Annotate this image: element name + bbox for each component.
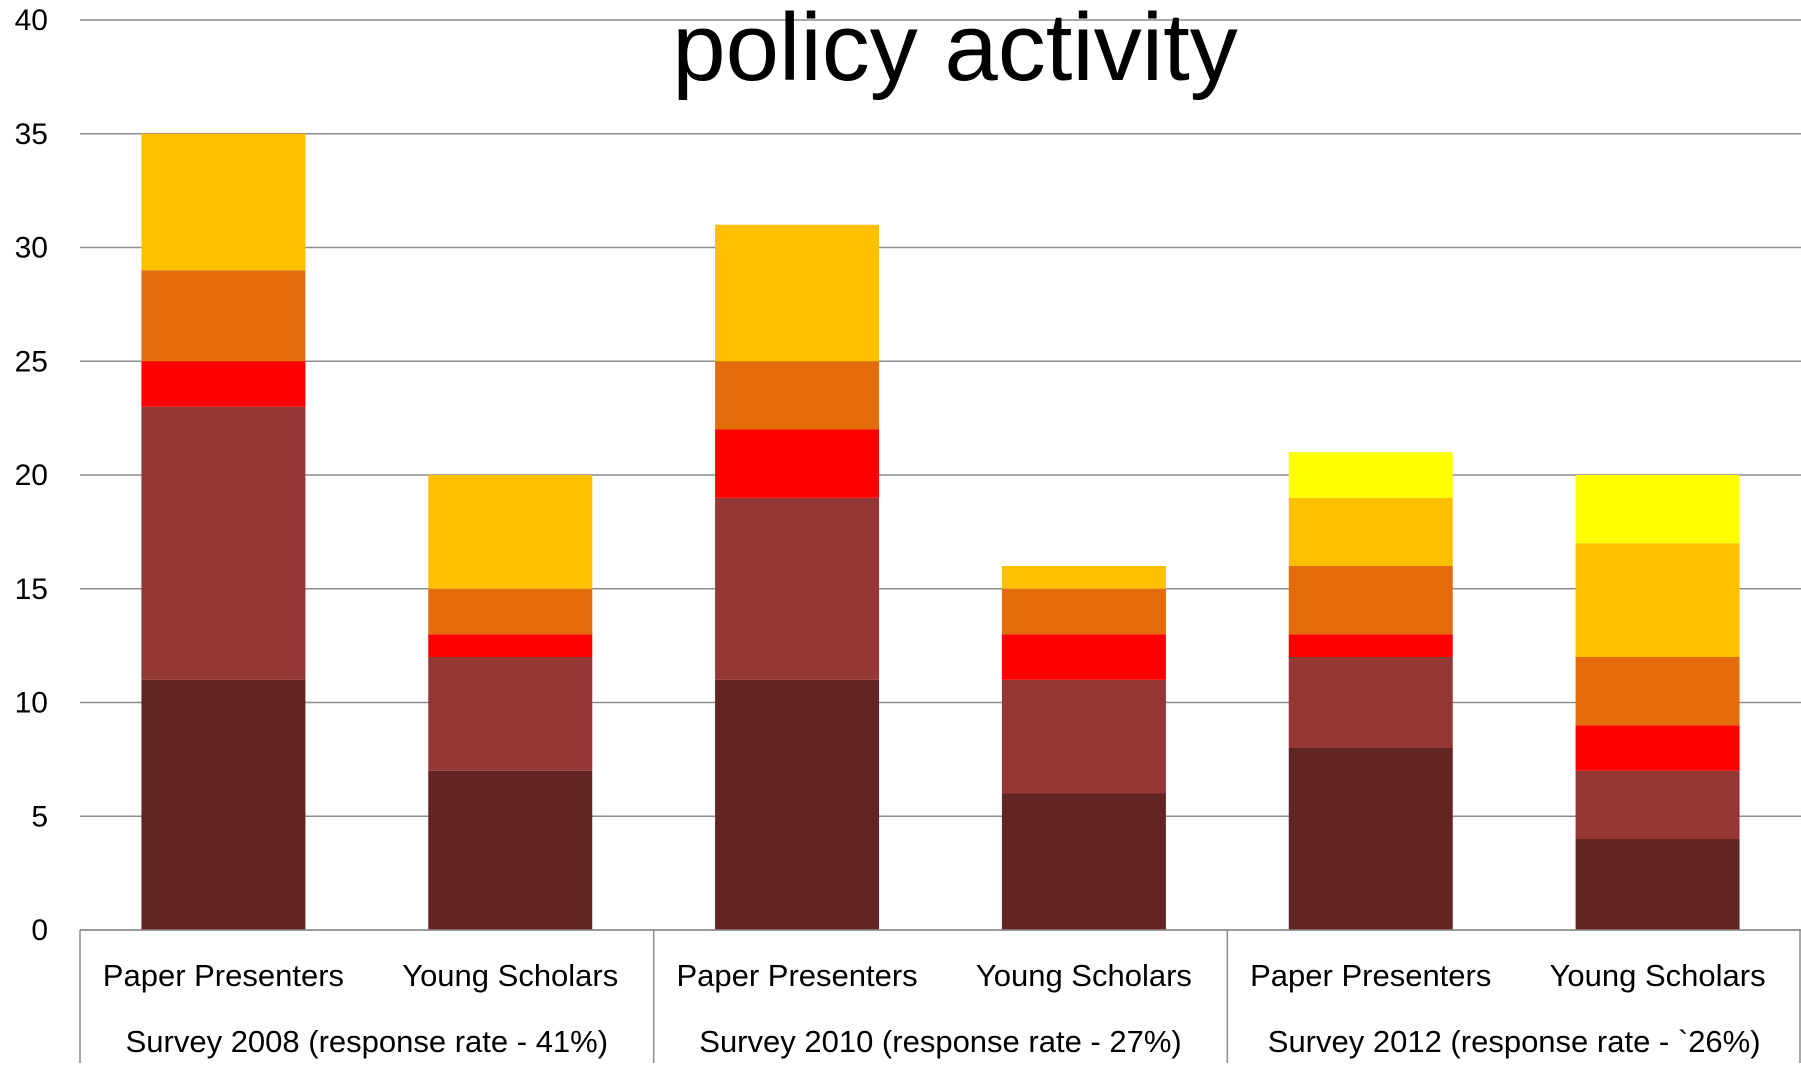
bar-segment (428, 657, 593, 771)
y-tick-label: 25 (15, 345, 48, 378)
x-category-label: Young Scholars (976, 958, 1192, 993)
bar-segment (715, 679, 880, 930)
gridlines (80, 19, 1801, 931)
bar-segment (428, 475, 593, 589)
bar-segment (715, 224, 880, 362)
x-category-label: Paper Presenters (676, 958, 917, 993)
bar-segment (1575, 657, 1740, 726)
x-group-label: Survey 2012 (response rate - `26%) (1268, 1024, 1761, 1059)
bar-segment (428, 634, 593, 657)
bar-segment (141, 270, 306, 362)
bar-segment (715, 429, 880, 498)
bar-segment (1001, 566, 1166, 589)
bar-segment (428, 770, 593, 930)
y-tick-label: 20 (15, 459, 48, 492)
x-category-label: Young Scholars (402, 958, 618, 993)
y-tick-label: 40 (15, 4, 48, 37)
y-tick-label: 5 (31, 800, 48, 833)
x-category-label: Paper Presenters (1250, 958, 1491, 993)
bar-segment (141, 361, 306, 407)
x-axis (79, 929, 1801, 1063)
bar-segment (1575, 839, 1740, 930)
bar-segment (1288, 657, 1453, 748)
bar-segment (1288, 497, 1453, 566)
bars (141, 133, 1740, 930)
y-tick-label: 10 (15, 687, 48, 720)
x-category-label: Young Scholars (1550, 958, 1766, 993)
bar-segment (1288, 748, 1453, 930)
bar-segment (1001, 679, 1166, 794)
bar-segment (1001, 588, 1166, 635)
bar-segment (1001, 634, 1166, 680)
x-group-label: Survey 2008 (response rate - 41%) (126, 1024, 608, 1059)
bar-segment (715, 361, 880, 430)
bar-segment (715, 497, 880, 680)
y-tick-label: 0 (31, 914, 48, 947)
bar-segment (1575, 770, 1740, 839)
y-tick-label: 15 (15, 573, 48, 606)
x-category-label: Paper Presenters (103, 958, 344, 993)
x-axis-category-labels: Paper Presenters Young Scholars Paper Pres… (103, 958, 1766, 993)
bar-segment (141, 133, 306, 271)
bar-segment (1288, 452, 1453, 498)
bar-segment (1575, 475, 1740, 544)
bar-segment (1575, 725, 1740, 771)
y-tick-label: 30 (15, 232, 48, 265)
bar-segment (428, 588, 593, 635)
y-tick-label: 35 (15, 118, 48, 151)
bar-segment (1001, 793, 1166, 930)
bar-segment (141, 406, 306, 680)
x-axis-group-labels: Survey 2008 (response rate - 41%) Survey … (126, 1024, 1761, 1059)
bar-segment (1288, 634, 1453, 657)
bar-segment (1288, 566, 1453, 635)
y-axis-tick-labels: 0 5 10 15 20 25 30 35 40 (15, 4, 48, 947)
chart-title: policy activity (672, 0, 1238, 101)
bar-segment (141, 679, 306, 930)
bar-segment (1575, 543, 1740, 657)
x-group-label: Survey 2010 (response rate - 27%) (699, 1024, 1181, 1059)
